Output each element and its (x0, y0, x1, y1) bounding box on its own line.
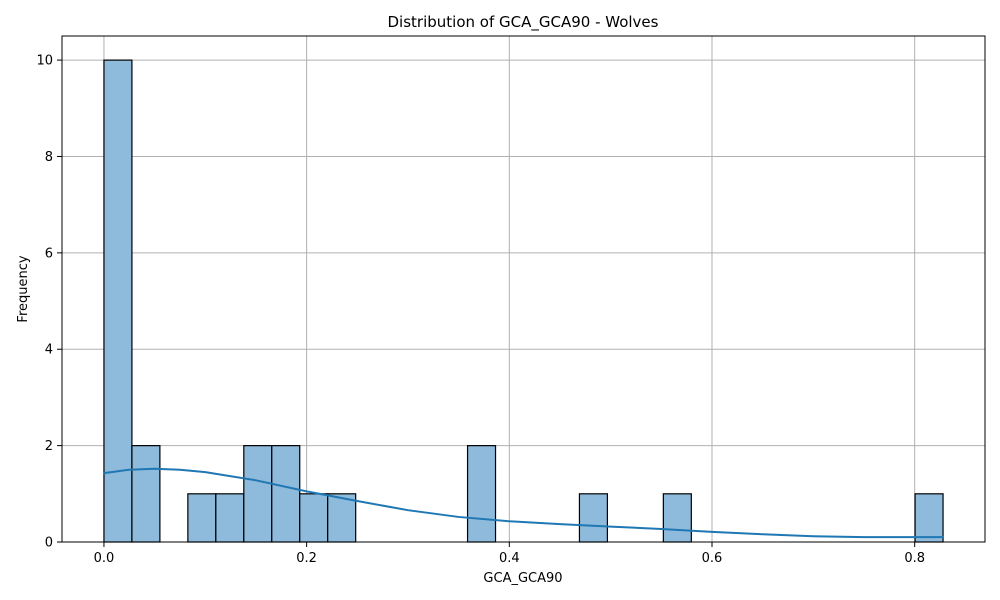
histogram-bar (243, 445, 273, 543)
x-tick-label: 0.8 (904, 551, 925, 566)
chart-title: Distribution of GCA_GCA90 - Wolves (388, 13, 659, 32)
bars (103, 59, 944, 543)
axes (61, 35, 986, 543)
histogram-bar (271, 445, 301, 543)
y-tick-label: 2 (45, 439, 53, 454)
y-tick-label: 10 (36, 54, 53, 69)
kde-curve-group (102, 467, 945, 539)
kde-curve (102, 467, 945, 539)
plot-frame (61, 35, 986, 543)
y-tick-label: 8 (45, 150, 53, 165)
x-tick-label: 0.0 (94, 551, 115, 566)
x-axis-title: GCA_GCA90 (483, 571, 562, 586)
ticks: 0.0 0.2 0.4 0.6 0.8 0 2 4 6 8 10 (36, 54, 925, 566)
y-axis-title: Frequency (16, 255, 31, 322)
histogram-bar (466, 445, 497, 543)
histogram-bar (131, 445, 161, 543)
histogram-bar (215, 493, 245, 543)
histogram-bar (578, 493, 609, 543)
histogram-bar (299, 493, 329, 543)
histogram-bar (914, 493, 944, 543)
x-tick-label: 0.4 (499, 551, 520, 566)
histogram-bar (187, 493, 217, 543)
grid (62, 36, 985, 543)
histogram-bar (662, 493, 692, 543)
y-tick-label: 4 (45, 343, 53, 358)
x-tick-label: 0.6 (702, 551, 723, 566)
histogram-bar (103, 59, 133, 543)
x-tick-label: 0.2 (296, 551, 317, 566)
y-tick-label: 6 (45, 246, 53, 261)
y-tick-label: 0 (45, 536, 53, 551)
histogram-bar (327, 493, 357, 543)
